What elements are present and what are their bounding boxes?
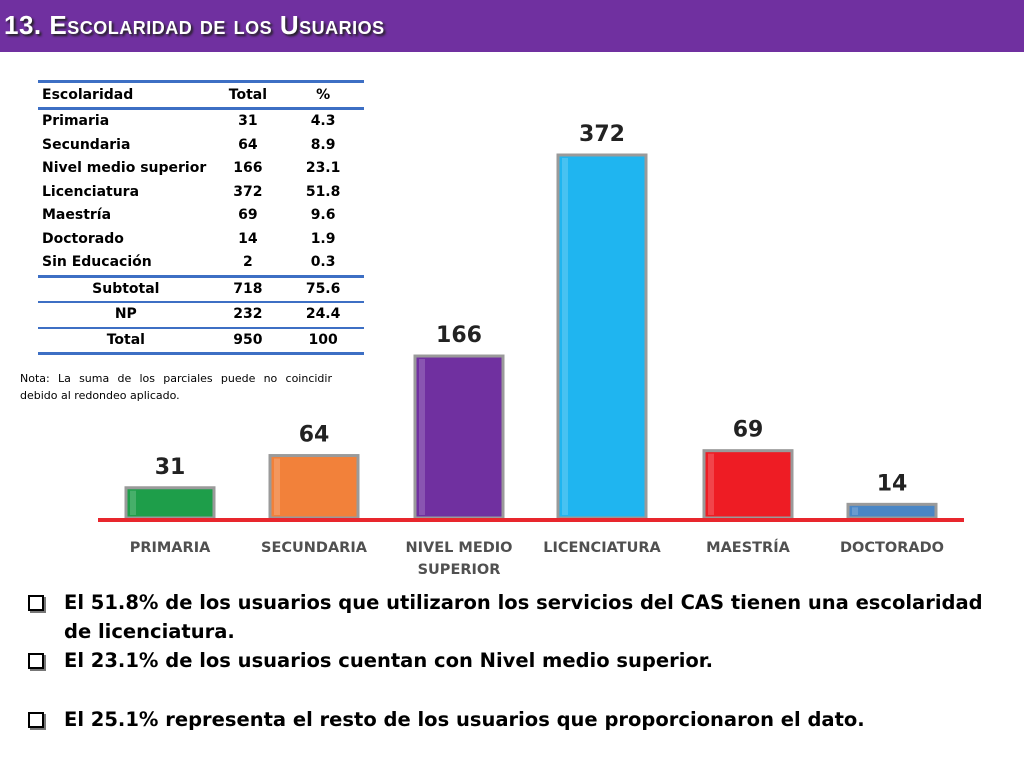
bar-3 xyxy=(556,153,648,520)
row-total: 372 xyxy=(233,183,263,200)
table-row: Sin Educación 2 0.3 xyxy=(38,251,364,276)
checkbox-bullet-icon xyxy=(28,595,44,611)
row-label: Secundaria xyxy=(42,136,131,153)
np-row: NP 232 24.4 xyxy=(38,302,364,329)
category-label: SECUNDARIA xyxy=(261,540,368,556)
total-label: Total xyxy=(38,327,214,355)
row-label: Licenciatura xyxy=(42,183,140,200)
bar-4 xyxy=(702,449,794,520)
row-percent: 8.9 xyxy=(310,136,336,153)
row-percent: 9.6 xyxy=(310,207,336,223)
bars-layer: 31 64 166 372 69 14 xyxy=(124,122,938,520)
subtotal-percent: 75.6 xyxy=(282,274,364,303)
row-total: 2 xyxy=(243,254,253,270)
table-row: Doctorado 14 1.9 xyxy=(38,228,364,252)
data-label: 166 xyxy=(436,323,482,348)
bar-highlight xyxy=(708,453,714,515)
header-percent: % xyxy=(282,80,364,110)
data-label: 14 xyxy=(877,471,908,496)
checkbox-bullet-icon xyxy=(28,653,44,669)
checkbox-bullet-icon xyxy=(28,712,44,728)
row-total: 69 xyxy=(238,207,258,223)
row-percent: 1.9 xyxy=(310,230,336,247)
data-label: 64 xyxy=(299,423,330,448)
category-label: SUPERIOR xyxy=(418,562,501,578)
row-label: Sin Educación xyxy=(42,254,152,270)
header-escolaridad: Escolaridad xyxy=(38,80,214,110)
bar-2 xyxy=(413,354,505,520)
total-row: Total 950 100 xyxy=(38,327,364,355)
row-label: Primaria xyxy=(42,113,110,129)
row-percent: 0.3 xyxy=(310,254,336,270)
category-label: LICENCIATURA xyxy=(543,540,661,556)
bar-highlight xyxy=(274,458,280,515)
subtotal-label: Subtotal xyxy=(38,274,214,303)
bullet-text: El 23.1% de los usuarios cuentan con Niv… xyxy=(64,649,714,672)
row-percent: 23.1 xyxy=(305,160,341,176)
row-percent: 4.3 xyxy=(310,113,336,129)
row-total: 64 xyxy=(238,136,258,153)
bar-1 xyxy=(268,454,360,520)
category-label: DOCTORADO xyxy=(840,540,944,556)
bar-5 xyxy=(846,502,938,520)
bar-0 xyxy=(124,486,216,520)
table-row: Primaria 31 4.3 xyxy=(38,109,364,134)
footnote: Nota: La suma de los parciales puede no … xyxy=(20,372,332,402)
row-label: Maestría xyxy=(42,207,112,223)
row-total: 166 xyxy=(233,160,263,176)
category-label: PRIMARIA xyxy=(130,540,211,556)
data-label: 31 xyxy=(155,455,186,480)
row-label: Doctorado xyxy=(42,230,124,247)
row-percent: 51.8 xyxy=(305,183,341,200)
table-row: Maestría 69 9.6 xyxy=(38,204,364,228)
row-label: Nivel medio superior xyxy=(42,160,207,176)
row-total: 31 xyxy=(238,113,258,129)
data-label: 69 xyxy=(733,418,764,443)
bullet-item: El 23.1% de los usuarios cuentan con Niv… xyxy=(22,646,1002,675)
data-label: 372 xyxy=(579,122,625,147)
table-row: Secundaria 64 8.9 xyxy=(38,134,364,158)
total-percent: 100 xyxy=(282,327,364,355)
np-label: NP xyxy=(38,302,214,329)
bullet-text: El 51.8% de los usuarios que utilizaron … xyxy=(64,591,983,643)
bar-highlight xyxy=(852,507,858,515)
np-total: 232 xyxy=(213,302,283,329)
table-header-row: Escolaridad Total % xyxy=(38,80,364,110)
title-bar: 13. Escolaridad de los Usuarios xyxy=(0,0,1024,52)
header-total: Total xyxy=(213,80,283,110)
subtotal-row: Subtotal 718 75.6 xyxy=(38,274,364,303)
category-labels: PRIMARIA SECUNDARIA NIVEL MEDIO SUPERIOR LIC… xyxy=(130,539,944,578)
bullet-list: El 51.8% de los usuarios que utilizaron … xyxy=(22,588,1002,734)
bullet-text: El 25.1% representa el resto de los usua… xyxy=(64,708,865,731)
category-label: MAESTRÍA xyxy=(706,539,790,556)
education-table: Escolaridad Total % Primaria 31 4.3 Secu… xyxy=(38,80,364,355)
bullet-item: El 51.8% de los usuarios que utilizaron … xyxy=(22,588,1002,646)
bar-highlight xyxy=(130,490,136,515)
page-title: 13. Escolaridad de los Usuarios xyxy=(4,10,385,40)
category-label: NIVEL MEDIO xyxy=(405,540,512,556)
bar-highlight xyxy=(419,359,425,515)
total-total: 950 xyxy=(213,327,283,355)
np-percent: 24.4 xyxy=(282,302,364,329)
row-total: 14 xyxy=(238,230,258,247)
table-row: Nivel medio superior 166 23.1 xyxy=(38,157,364,181)
subtotal-total: 718 xyxy=(213,274,283,303)
table-row: Licenciatura 372 51.8 xyxy=(38,181,364,205)
bullet-item: El 25.1% representa el resto de los usua… xyxy=(22,705,1002,734)
bar-highlight xyxy=(562,158,568,515)
